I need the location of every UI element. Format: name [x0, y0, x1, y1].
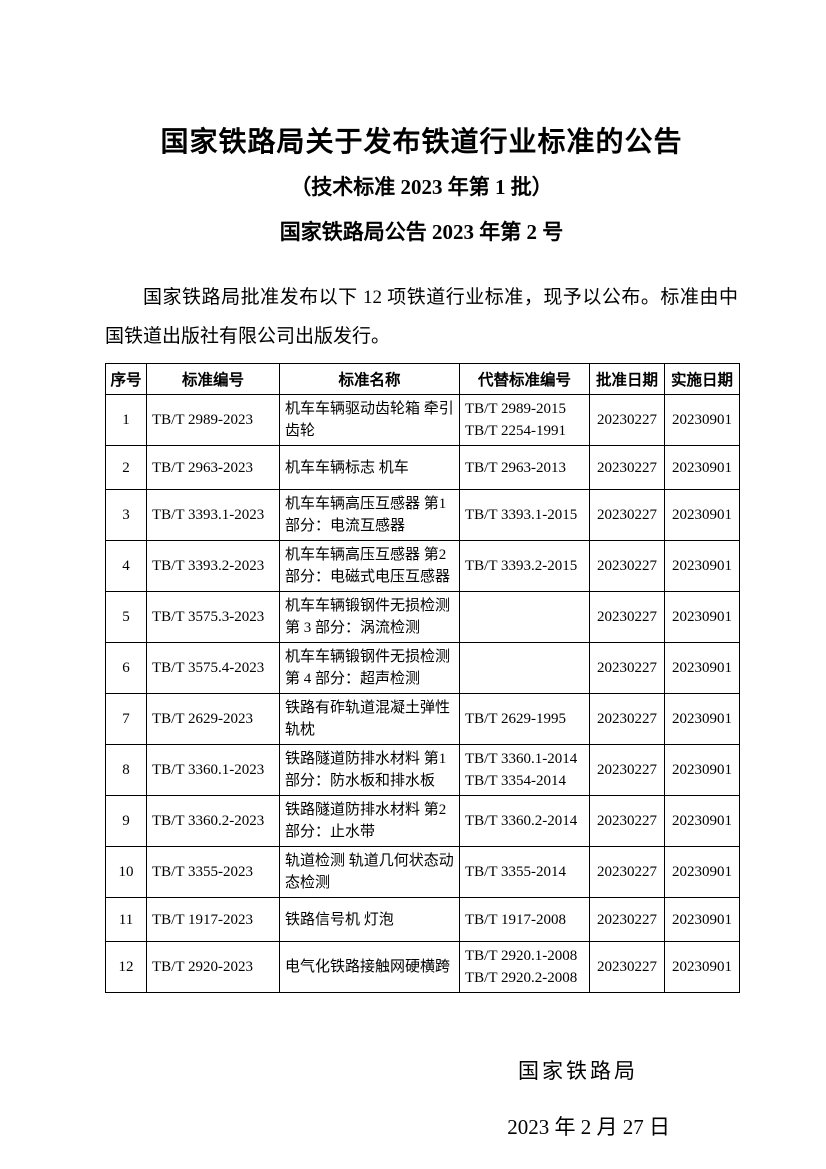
cell-name: 铁路信号机 灯泡 [279, 897, 460, 942]
table-row: 4 TB/T 3393.2-2023 机车车辆高压互感器 第2部分：电磁式电压互… [105, 540, 740, 592]
cell-effective: 20230901 [664, 445, 740, 490]
cell-effective: 20230901 [664, 489, 740, 541]
cell-name: 机车车辆标志 机车 [279, 445, 460, 490]
cell-code: TB/T 3575.3-2023 [146, 591, 280, 643]
cell-seq: 6 [105, 642, 147, 694]
cell-approved: 20230227 [589, 846, 665, 898]
cell-approved: 20230227 [589, 540, 665, 592]
cell-approved: 20230227 [589, 394, 665, 446]
cell-code: TB/T 3393.1-2023 [146, 489, 280, 541]
table-row: 10 TB/T 3355-2023 轨道检测 轨道几何状态动态检测 TB/T 3… [105, 846, 740, 898]
cell-seq: 1 [105, 394, 147, 446]
cell-seq: 4 [105, 540, 147, 592]
header-code: 标准编号 [146, 363, 280, 395]
cell-approved: 20230227 [589, 445, 665, 490]
table-row: 9 TB/T 3360.2-2023 铁路隧道防排水材料 第2部分：止水带 TB… [105, 795, 740, 847]
cell-approved: 20230227 [589, 693, 665, 745]
cell-seq: 7 [105, 693, 147, 745]
page-subtitle: （技术标准 2023 年第 1 批） [290, 175, 553, 199]
cell-code: TB/T 2963-2023 [146, 445, 280, 490]
cell-effective: 20230901 [664, 693, 740, 745]
cell-code: TB/T 2629-2023 [146, 693, 280, 745]
cell-name: 机车车辆锻钢件无损检测 第 3 部分：涡流检测 [279, 591, 460, 643]
cell-effective: 20230901 [664, 540, 740, 592]
header-name: 标准名称 [279, 363, 460, 395]
signature-date: 2023 年 2 月 27 日 [507, 1115, 670, 1139]
cell-approved: 20230227 [589, 795, 665, 847]
cell-seq: 11 [105, 897, 147, 942]
cell-approved: 20230227 [589, 642, 665, 694]
cell-code: TB/T 1917-2023 [146, 897, 280, 942]
cell-name: 机车车辆锻钢件无损检测 第 4 部分：超声检测 [279, 642, 460, 694]
cell-name: 轨道检测 轨道几何状态动态检测 [279, 846, 460, 898]
cell-replaces: TB/T 3360.1-2014 TB/T 3354-2014 [459, 744, 590, 796]
cell-approved: 20230227 [589, 591, 665, 643]
cell-approved: 20230227 [589, 744, 665, 796]
cell-name: 铁路隧道防排水材料 第2部分：止水带 [279, 795, 460, 847]
cell-code: TB/T 3360.2-2023 [146, 795, 280, 847]
table-row: 3 TB/T 3393.1-2023 机车车辆高压互感器 第1部分：电流互感器 … [105, 489, 740, 541]
cell-name: 电气化铁路接触网硬横跨 [279, 941, 460, 993]
cell-approved: 20230227 [589, 941, 665, 993]
cell-name: 铁路有砟轨道混凝土弹性轨枕 [279, 693, 460, 745]
cell-name: 铁路隧道防排水材料 第1部分：防水板和排水板 [279, 744, 460, 796]
cell-effective: 20230901 [664, 744, 740, 796]
cell-code: TB/T 3575.4-2023 [146, 642, 280, 694]
table-row: 2 TB/T 2963-2023 机车车辆标志 机车 TB/T 2963-201… [105, 445, 740, 490]
cell-replaces [459, 642, 590, 694]
cell-seq: 3 [105, 489, 147, 541]
header-effective: 实施日期 [664, 363, 740, 395]
page-title: 国家铁路局关于发布铁道行业标准的公告 [160, 127, 683, 158]
cell-code: TB/T 2989-2023 [146, 394, 280, 446]
cell-seq: 9 [105, 795, 147, 847]
cell-effective: 20230901 [664, 897, 740, 942]
cell-name: 机车车辆驱动齿轮箱 牵引齿轮 [279, 394, 460, 446]
cell-replaces: TB/T 3355-2014 [459, 846, 590, 898]
cell-name: 机车车辆高压互感器 第2部分：电磁式电压互感器 [279, 540, 460, 592]
table-row: 1 TB/T 2989-2023 机车车辆驱动齿轮箱 牵引齿轮 TB/T 298… [105, 394, 740, 446]
cell-effective: 20230901 [664, 394, 740, 446]
cell-effective: 20230901 [664, 846, 740, 898]
cell-code: TB/T 3360.1-2023 [146, 744, 280, 796]
table-row: 6 TB/T 3575.4-2023 机车车辆锻钢件无损检测 第 4 部分：超声… [105, 642, 740, 694]
cell-replaces: TB/T 2629-1995 [459, 693, 590, 745]
cell-seq: 10 [105, 846, 147, 898]
cell-approved: 20230227 [589, 897, 665, 942]
header-replaces: 代替标准编号 [459, 363, 590, 395]
cell-replaces [459, 591, 590, 643]
signature: 国家铁路局 [518, 1059, 638, 1083]
table-row: 12 TB/T 2920-2023 电气化铁路接触网硬横跨 TB/T 2920.… [105, 941, 740, 993]
cell-seq: 5 [105, 591, 147, 643]
cell-replaces: TB/T 2920.1-2008 TB/T 2920.2-2008 [459, 941, 590, 993]
table-row: 11 TB/T 1917-2023 铁路信号机 灯泡 TB/T 1917-200… [105, 897, 740, 942]
cell-seq: 8 [105, 744, 147, 796]
cell-replaces: TB/T 3360.2-2014 [459, 795, 590, 847]
cell-replaces: TB/T 1917-2008 [459, 897, 590, 942]
intro-paragraph: 国家铁路局批准发布以下 12 项铁道行业标准，现予以公布。标准由中国铁道出版社有… [105, 287, 738, 347]
cell-seq: 2 [105, 445, 147, 490]
cell-replaces: TB/T 2963-2013 [459, 445, 590, 490]
table-row: 7 TB/T 2629-2023 铁路有砟轨道混凝土弹性轨枕 TB/T 2629… [105, 693, 740, 745]
cell-code: TB/T 2920-2023 [146, 941, 280, 993]
notice-number: 国家铁路局公告 2023 年第 2 号 [279, 220, 564, 244]
cell-code: TB/T 3393.2-2023 [146, 540, 280, 592]
cell-approved: 20230227 [589, 489, 665, 541]
cell-name: 机车车辆高压互感器 第1部分：电流互感器 [279, 489, 460, 541]
table-row: 8 TB/T 3360.1-2023 铁路隧道防排水材料 第1部分：防水板和排水… [105, 744, 740, 796]
cell-replaces: TB/T 2989-2015 TB/T 2254-1991 [459, 394, 590, 446]
cell-effective: 20230901 [664, 642, 740, 694]
cell-replaces: TB/T 3393.1-2015 [459, 489, 590, 541]
cell-replaces: TB/T 3393.2-2015 [459, 540, 590, 592]
header-seq: 序号 [105, 363, 147, 395]
cell-effective: 20230901 [664, 591, 740, 643]
cell-seq: 12 [105, 941, 147, 993]
table-row: 5 TB/T 3575.3-2023 机车车辆锻钢件无损检测 第 3 部分：涡流… [105, 591, 740, 643]
cell-effective: 20230901 [664, 795, 740, 847]
standards-table: 序号 标准编号 标准名称 代替标准编号 批准日期 实施日期 1 TB/T 298… [105, 363, 740, 993]
cell-code: TB/T 3355-2023 [146, 846, 280, 898]
cell-effective: 20230901 [664, 941, 740, 993]
table-header-row: 序号 标准编号 标准名称 代替标准编号 批准日期 实施日期 [105, 363, 740, 395]
header-approved: 批准日期 [589, 363, 665, 395]
